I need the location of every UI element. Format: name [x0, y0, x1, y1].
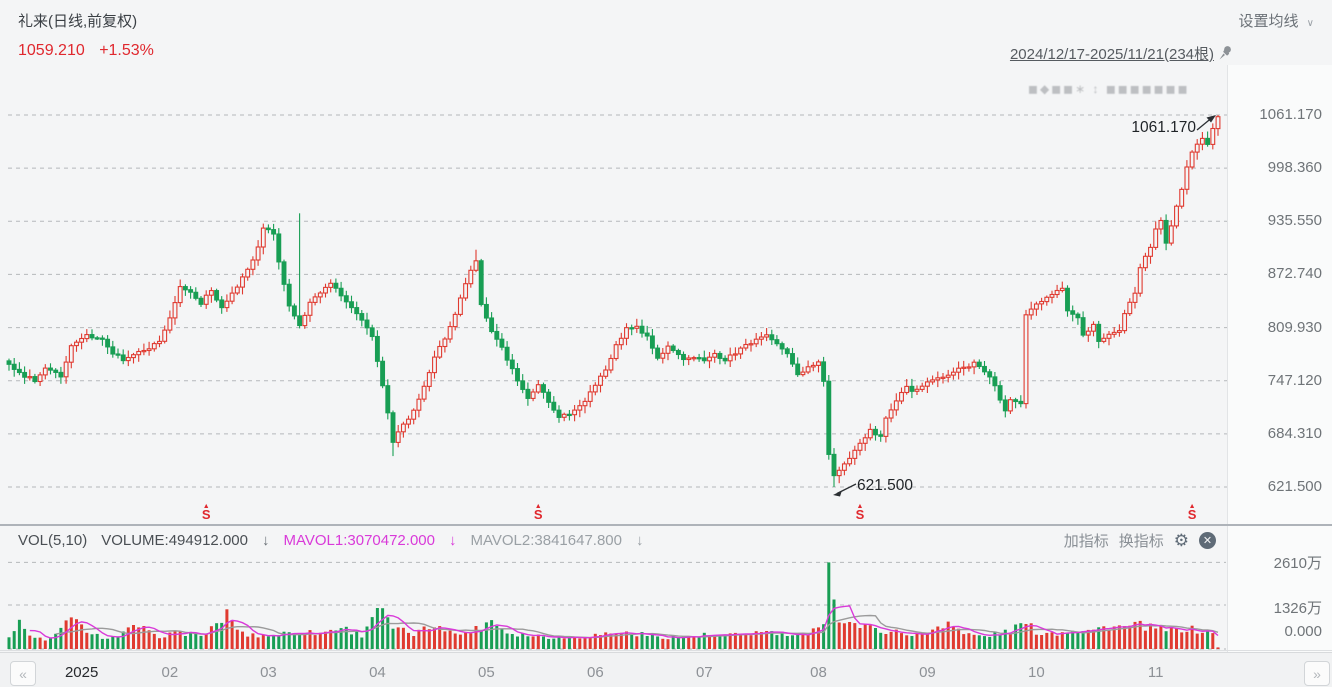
scroll-left-button[interactable]: «: [10, 661, 36, 686]
ma-settings-label: 设置均线: [1238, 13, 1299, 30]
dividend-marker-icon[interactable]: ▲ S: [1187, 503, 1197, 522]
dividend-marker-icon[interactable]: ▲ S: [201, 503, 211, 522]
time-axis-label: 03: [260, 664, 277, 681]
dividend-marker-icon[interactable]: ▲ S: [533, 503, 543, 522]
date-range: 2024/12/17-2025/11/21(234根): [1010, 43, 1214, 64]
pin-icon[interactable]: [1216, 44, 1234, 62]
time-axis-label: 09: [919, 664, 936, 681]
volume-panel-border: [0, 650, 1332, 651]
time-axis-label: 10: [1028, 664, 1045, 681]
scroll-right-button[interactable]: »: [1304, 661, 1330, 686]
time-axis-label: 05: [478, 664, 495, 681]
gear-icon[interactable]: ⚙: [1173, 530, 1189, 550]
price-axis-label: 998.360: [1267, 159, 1322, 177]
last-price: 1059.210: [18, 42, 85, 59]
price-axis-label: 621.500: [1267, 478, 1322, 495]
time-axis-bar: [0, 652, 1332, 687]
panel-divider[interactable]: [0, 524, 1332, 526]
switch-indicator-button[interactable]: 换指标: [1118, 532, 1164, 550]
time-axis-label: 06: [586, 664, 604, 681]
mavol2-trend-arrow-icon: ↓: [636, 531, 644, 549]
time-axis-label: 02: [161, 664, 179, 681]
mavol2-value: MAVOL2:3841647.800: [470, 531, 622, 549]
chevron-down-icon: ∨: [1306, 18, 1314, 29]
low-annotation: 621.500: [857, 477, 914, 494]
mavol1-trend-arrow-icon: ↓: [448, 531, 457, 549]
high-annotation: 1061.170: [1131, 119, 1196, 136]
price-axis-label: 747.120: [1267, 371, 1322, 389]
add-indicator-button[interactable]: 加指标: [1063, 532, 1109, 550]
time-axis-label: 2025: [64, 664, 99, 681]
volume-axis-label: 0.000: [1284, 623, 1322, 640]
price-axis-label: 1061.170: [1259, 106, 1322, 123]
volume-value: VOLUME:494912.000: [101, 531, 248, 549]
volume-trend-arrow-icon: ↓: [261, 531, 270, 549]
date-range-link[interactable]: 2024/12/17-2025/11/21(234根): [1009, 46, 1214, 63]
last-price-row: 1059.210 +1.53%: [18, 42, 154, 60]
volume-axis-label: 2610万: [1273, 555, 1322, 572]
time-axis-label: 07: [695, 664, 713, 681]
mavol1-value: MAVOL1:3070472.000: [283, 531, 435, 549]
time-axis-label: 04: [369, 664, 386, 681]
price-axis-label: 809.930: [1267, 318, 1322, 336]
price-axis-label: 935.550: [1267, 212, 1322, 230]
price-axis-label: 872.740: [1267, 265, 1322, 283]
vol-params-label: VOL(5,10): [18, 531, 88, 549]
volume-axis-label: 1326万: [1273, 600, 1322, 617]
price-axis-label: 684.310: [1267, 424, 1322, 442]
close-icon[interactable]: ✕: [1199, 531, 1216, 549]
time-axis-label: 11: [1147, 664, 1164, 681]
right-axis-strip: [1227, 65, 1332, 652]
time-axis-label: 08: [810, 664, 827, 681]
change-percent: +1.53%: [99, 42, 154, 59]
instrument-title: 礼来(日线,前复权): [18, 13, 138, 30]
ma-settings-button[interactable]: 设置均线 ∨: [1238, 10, 1314, 31]
watermark-glyphs: ◼◆◼◼∗ ↕ ◼◼◼◼◼◼◼: [1028, 82, 1190, 96]
volume-indicator-header: VOL(5,10) VOLUME:494912.000 ↓ MAVOL1:307…: [0, 527, 1332, 553]
dividend-marker-icon[interactable]: ▲ S: [855, 503, 865, 522]
